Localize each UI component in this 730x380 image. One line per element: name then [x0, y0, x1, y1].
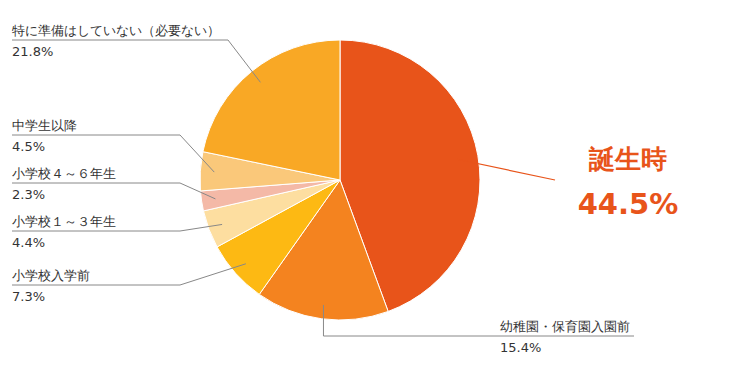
slice-label: 中学生以降 [12, 118, 77, 133]
slice-value: 44.5% [578, 187, 679, 221]
leader-line [12, 135, 214, 172]
slice-label: 小学校４～６年生 [12, 166, 116, 181]
slice-value: 2.3% [12, 187, 45, 202]
slice [203, 40, 340, 180]
pie [200, 40, 480, 320]
leader-line [12, 183, 215, 199]
leader-line [323, 305, 634, 336]
slice-label: 小学校入学前 [12, 268, 90, 283]
leader-line [457, 159, 555, 180]
slice-label: 特に準備はしていない（必要ない） [12, 23, 220, 38]
leader-line [12, 224, 222, 231]
slice-value: 21.8% [12, 44, 53, 59]
chart: 誕生時 44.5% 幼稚園・保育園入園前 15.4% 小学校入学前 7.3% 小学校１～３年… [0, 0, 730, 380]
slice-value: 15.4% [500, 340, 541, 355]
slice-label: 小学校１～３年生 [12, 214, 116, 229]
slice-label: 誕生時 [588, 144, 667, 174]
leader-line [12, 40, 260, 82]
labels: 誕生時 44.5% 幼稚園・保育園入園前 15.4% 小学校入学前 7.3% 小学校１～３年… [12, 23, 678, 355]
leader-line [12, 264, 246, 285]
slice-value: 7.3% [12, 289, 45, 304]
slice-value: 4.4% [12, 235, 45, 250]
slice-value: 4.5% [12, 139, 45, 154]
slice-label: 幼稚園・保育園入園前 [500, 319, 630, 334]
